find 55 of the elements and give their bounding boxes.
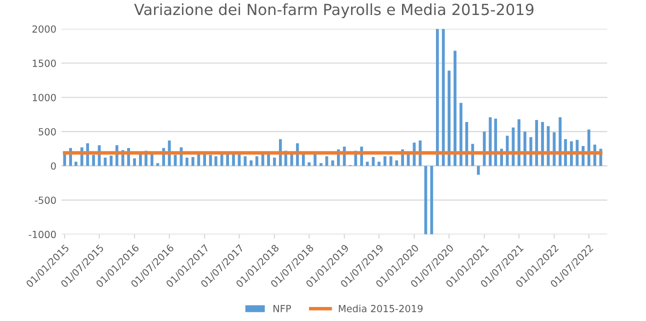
bar [133, 158, 136, 166]
bar [273, 158, 276, 166]
bar [191, 156, 194, 166]
bar [255, 156, 258, 166]
bar [203, 154, 206, 166]
bar [384, 156, 386, 166]
bar [389, 156, 392, 166]
bar [156, 163, 160, 166]
y-tick-label: 500 [38, 128, 56, 136]
y-tick-label: 1000 [32, 94, 56, 102]
bar [314, 154, 316, 166]
bar [197, 154, 200, 166]
bar [92, 154, 95, 166]
chart-title: Variazione dei Non-farm Payrolls e Media 2015-2019 [134, 3, 534, 18]
bar [320, 163, 322, 166]
bar [454, 50, 456, 166]
bar [209, 154, 212, 166]
bar [535, 120, 538, 166]
bar [150, 154, 154, 166]
bar [378, 162, 380, 166]
bar [308, 162, 311, 166]
bar [436, 28, 439, 166]
bar [214, 156, 218, 166]
bar [442, 28, 445, 166]
bar [331, 160, 334, 166]
y-tick-label: 1500 [32, 60, 56, 67]
bar [232, 154, 235, 166]
bar [220, 154, 224, 166]
bar [302, 154, 305, 166]
bar [476, 166, 480, 175]
bar [558, 117, 562, 166]
y-tick-label: -1000 [28, 230, 56, 238]
y-tick-label: -500 [34, 196, 56, 204]
y-tick-label: 0 [50, 162, 56, 170]
bar [460, 102, 462, 166]
y-tick-label: 2000 [32, 25, 56, 33]
bar [430, 166, 434, 234]
legend-label: Media 2015-2019 [338, 304, 423, 312]
bar [186, 158, 188, 166]
bar [244, 156, 247, 166]
bar [587, 130, 590, 166]
bar [448, 70, 451, 166]
bar [267, 154, 270, 166]
bar [494, 118, 498, 166]
bar [366, 162, 369, 166]
bar [250, 160, 253, 166]
bar [395, 160, 398, 166]
bar [541, 122, 544, 166]
bar [518, 119, 520, 166]
bar [104, 158, 107, 166]
bar [63, 154, 66, 166]
legend-label: NFP [274, 305, 291, 312]
bar [74, 162, 78, 166]
bar [139, 154, 142, 166]
bar [110, 156, 113, 166]
